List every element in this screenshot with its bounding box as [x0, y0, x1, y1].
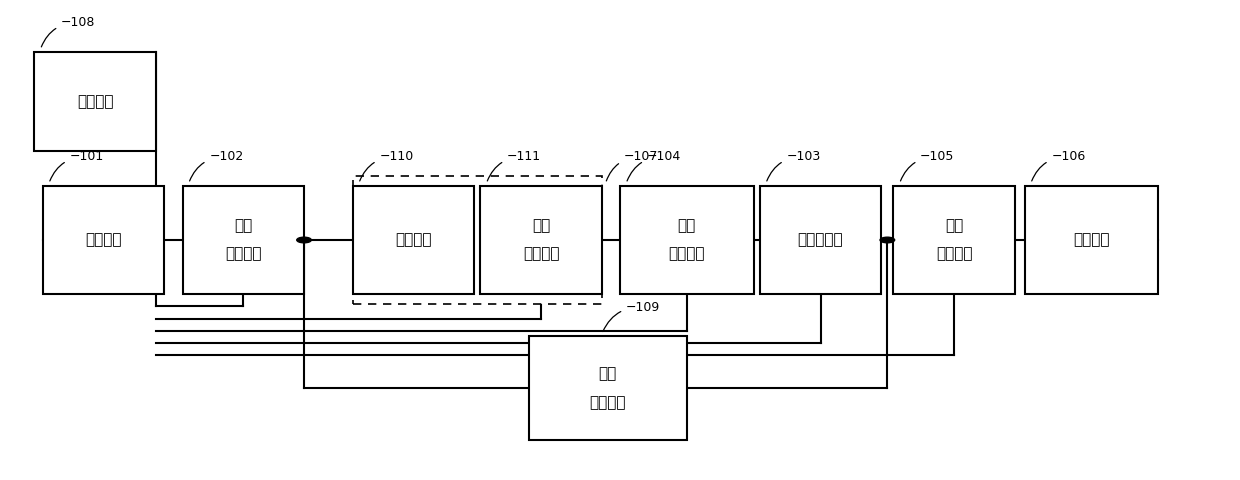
Text: 动力电池: 动力电池	[1074, 232, 1110, 248]
Text: −102: −102	[190, 150, 243, 181]
FancyBboxPatch shape	[352, 186, 474, 294]
FancyBboxPatch shape	[182, 186, 304, 294]
Text: −106: −106	[1032, 150, 1086, 181]
Text: −104: −104	[627, 150, 681, 181]
Circle shape	[880, 237, 894, 243]
Text: −111: −111	[487, 150, 541, 181]
Text: 第一: 第一	[532, 218, 551, 233]
Text: 三相: 三相	[678, 218, 696, 233]
Text: 交流电机: 交流电机	[668, 247, 706, 262]
FancyBboxPatch shape	[760, 186, 882, 294]
FancyBboxPatch shape	[35, 52, 156, 151]
FancyBboxPatch shape	[42, 186, 164, 294]
Text: −103: −103	[766, 150, 821, 181]
Text: −108: −108	[41, 16, 95, 47]
Text: 单向: 单向	[599, 367, 618, 382]
Text: 导通模块: 导通模块	[589, 395, 626, 410]
Text: 供电模块: 供电模块	[86, 232, 122, 248]
Text: 开关模块: 开关模块	[936, 247, 972, 262]
Text: −110: −110	[360, 150, 414, 181]
Text: 控制模块: 控制模块	[77, 94, 113, 109]
Text: 第二: 第二	[945, 218, 963, 233]
Text: 储能器件: 储能器件	[396, 232, 432, 248]
Circle shape	[296, 237, 311, 243]
Text: 开关模块: 开关模块	[224, 247, 262, 262]
FancyBboxPatch shape	[893, 186, 1014, 294]
FancyBboxPatch shape	[352, 177, 601, 303]
Text: 三相逆变器: 三相逆变器	[797, 232, 843, 248]
FancyBboxPatch shape	[480, 186, 601, 294]
Text: −109: −109	[603, 300, 661, 332]
Text: −105: −105	[900, 150, 955, 181]
FancyBboxPatch shape	[1024, 186, 1158, 294]
FancyBboxPatch shape	[528, 336, 687, 440]
FancyBboxPatch shape	[620, 186, 754, 294]
Text: −101: −101	[50, 150, 104, 181]
Text: 第一: 第一	[234, 218, 253, 233]
Text: −107: −107	[606, 150, 658, 181]
Text: 开关器件: 开关器件	[523, 247, 559, 262]
